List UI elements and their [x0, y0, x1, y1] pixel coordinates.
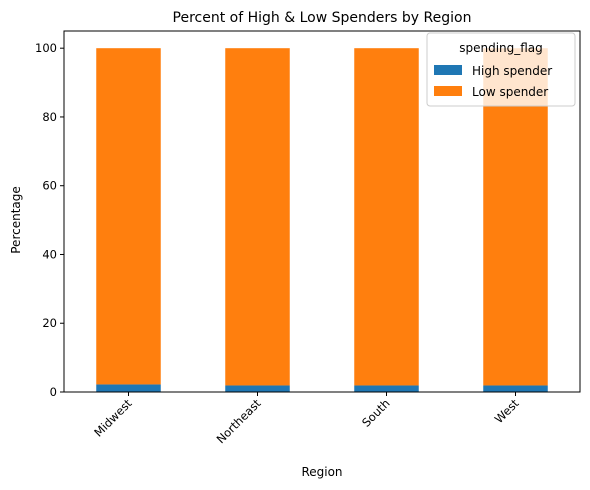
legend-swatch-low-spender	[434, 86, 462, 96]
bar-midwest-low-spender	[96, 48, 161, 385]
legend-box	[426, 32, 576, 107]
y-tick-label: 40	[42, 247, 57, 261]
x-tick-label-west: West	[492, 396, 522, 426]
bar-northeast-high-spender	[225, 385, 290, 392]
legend-title: spending_flag	[459, 41, 543, 55]
y-axis-label: Percentage	[9, 186, 23, 254]
x-tick-label-south: South	[359, 396, 393, 430]
bar-northeast-low-spender	[225, 48, 290, 386]
bar-south-high-spender	[354, 385, 419, 392]
x-tick-label-midwest: Midwest	[91, 396, 135, 440]
y-tick-label: 100	[35, 41, 57, 55]
y-tick-label: 60	[42, 179, 57, 193]
bar-midwest-high-spender	[96, 384, 161, 392]
bar-south-low-spender	[354, 48, 419, 386]
bar-west-high-spender	[483, 385, 548, 392]
y-tick-label: 20	[42, 316, 57, 330]
plot-frame	[63, 30, 581, 393]
x-tick-label-northeast: Northeast	[214, 396, 264, 446]
legend-entry-high-spender: High spender	[472, 64, 552, 78]
y-tick-label: 80	[42, 110, 57, 124]
legend-swatch-high-spender	[434, 65, 462, 75]
y-tick-label: 0	[50, 385, 57, 399]
legend: spending_flag High spender Low spender	[426, 32, 576, 107]
legend-entry-low-spender: Low spender	[472, 85, 548, 99]
x-axis-label: Region	[301, 465, 342, 479]
chart-title: Percent of High & Low Spenders by Region	[173, 10, 472, 26]
